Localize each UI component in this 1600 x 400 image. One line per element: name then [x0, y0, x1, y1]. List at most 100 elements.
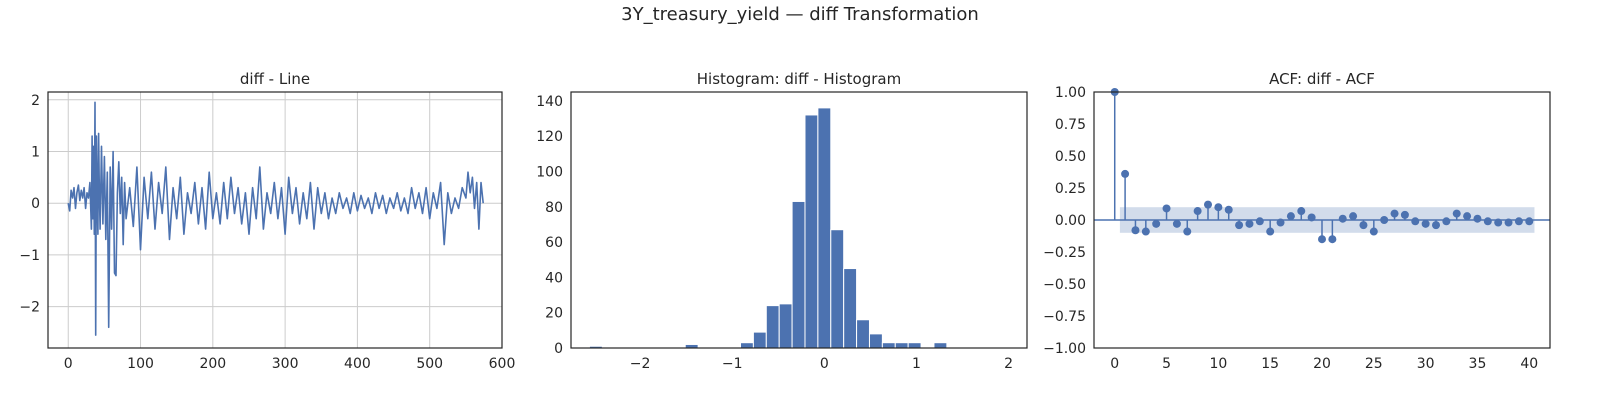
x-tick-label: 35	[1469, 356, 1487, 372]
histogram-bar	[740, 342, 754, 349]
y-tick-label: 1.00	[1055, 85, 1086, 101]
histogram-bar	[894, 342, 909, 349]
histogram-bar	[804, 114, 819, 349]
x-tick-label: 20	[1313, 356, 1331, 372]
acf-point	[1390, 209, 1399, 218]
acf-point	[1183, 227, 1192, 236]
acf-point	[1473, 214, 1482, 223]
histogram-bar	[856, 319, 870, 349]
acf-point	[1152, 219, 1161, 228]
acf-point	[1121, 169, 1130, 178]
y-tick-label: −0.75	[1043, 309, 1086, 325]
x-tick-label: 0	[820, 356, 829, 372]
acf-point	[1442, 217, 1451, 226]
acf-point	[1162, 204, 1171, 213]
x-tick-label: 100	[127, 356, 154, 372]
acf-point	[1141, 227, 1150, 236]
x-tick-label: 40	[1520, 356, 1538, 372]
acf-point	[1318, 235, 1326, 244]
y-tick-label: 0.50	[1055, 149, 1086, 165]
y-tick-label: 80	[545, 200, 563, 216]
y-tick-label: 140	[536, 94, 563, 110]
x-tick-label: 0	[1110, 356, 1119, 372]
x-tick-label: 200	[199, 356, 226, 372]
acf-point	[1400, 210, 1409, 219]
histogram-bar	[933, 342, 948, 349]
histogram-bar	[881, 342, 896, 349]
acf-point	[1432, 221, 1440, 230]
acf-point	[1204, 200, 1212, 209]
y-tick-label: 60	[545, 235, 563, 251]
acf-point	[1131, 226, 1140, 235]
x-tick-label: −2	[630, 356, 651, 372]
histogram-bar	[830, 229, 845, 349]
acf-point	[1421, 219, 1430, 228]
y-tick-label: 100	[536, 164, 563, 180]
acf-point	[1369, 227, 1378, 236]
x-tick-label: 400	[344, 356, 371, 372]
y-tick-label: 2	[31, 93, 40, 109]
x-tick-label: −1	[722, 356, 743, 372]
y-tick-label: 0.00	[1055, 213, 1086, 229]
acf-point	[1276, 218, 1285, 227]
acf-point	[1463, 212, 1472, 221]
y-tick-label: −2	[19, 300, 40, 316]
acf-point	[1307, 213, 1316, 222]
acf-point	[1380, 216, 1389, 224]
histogram-bar	[765, 305, 780, 349]
acf-point	[1235, 221, 1244, 230]
x-tick-label: 5	[1162, 356, 1171, 372]
y-tick-label: 1	[31, 144, 40, 160]
acf-point	[1255, 217, 1264, 226]
acf-point	[1525, 217, 1534, 226]
subplot-title: ACF: diff - ACF	[1269, 70, 1375, 88]
subplot-1: diff - Line 0 100 200 300 400 500 600 −2 −1 0 1 2	[19, 70, 515, 372]
histogram-bar	[817, 107, 832, 349]
acf-point	[1266, 227, 1275, 236]
acf-point	[1297, 207, 1306, 216]
acf-point	[1338, 214, 1347, 223]
x-tick-label: 600	[489, 356, 516, 372]
acf-point	[1494, 218, 1503, 227]
axes-frame	[47, 91, 503, 349]
x-tick-label: 25	[1365, 356, 1383, 372]
acf-point	[1349, 212, 1358, 221]
y-tick-label: 0.75	[1055, 117, 1086, 133]
x-tick-label: 300	[272, 356, 299, 372]
acf-point	[1359, 221, 1368, 230]
y-tick-label: −0.25	[1043, 245, 1086, 261]
x-tick-label: 500	[416, 356, 443, 372]
y-tick-label: −0.50	[1043, 277, 1086, 293]
histogram-bar	[843, 268, 858, 349]
y-tick-label: 0	[31, 196, 40, 212]
axes-frame	[1093, 91, 1551, 349]
y-tick-label: 0.25	[1055, 181, 1086, 197]
subplot-title: diff - Line	[240, 70, 310, 88]
y-tick-label: −1.00	[1043, 341, 1086, 357]
y-tick-label: 0	[554, 341, 563, 357]
axes-frame	[570, 91, 1028, 349]
histogram-bar	[907, 342, 922, 349]
subplot-title: Histogram: diff - Histogram	[697, 70, 901, 88]
y-tick-label: 40	[545, 270, 563, 286]
x-tick-label: 30	[1417, 356, 1435, 372]
x-tick-label: 10	[1209, 356, 1227, 372]
x-tick-label: 1	[912, 356, 921, 372]
series-line	[67, 101, 484, 336]
acf-point	[1411, 217, 1420, 226]
subplot-2: Histogram: diff - Histogram −2 −1 0 1 20 2 0 40 6…	[536, 70, 1028, 372]
acf-point	[1504, 218, 1513, 227]
acf-point	[1193, 207, 1202, 216]
y-tick-label: −1	[19, 248, 40, 264]
acf-point	[1172, 219, 1181, 228]
histogram-bar	[778, 303, 793, 349]
acf-point	[1483, 217, 1492, 226]
acf-point	[1452, 209, 1461, 218]
y-tick-label: 120	[536, 129, 563, 145]
acf-point	[1286, 212, 1295, 221]
x-tick-label: 0	[64, 356, 73, 372]
x-tick-label: 2	[1004, 356, 1013, 372]
histogram-bar	[791, 200, 806, 349]
acf-point	[1224, 205, 1233, 214]
